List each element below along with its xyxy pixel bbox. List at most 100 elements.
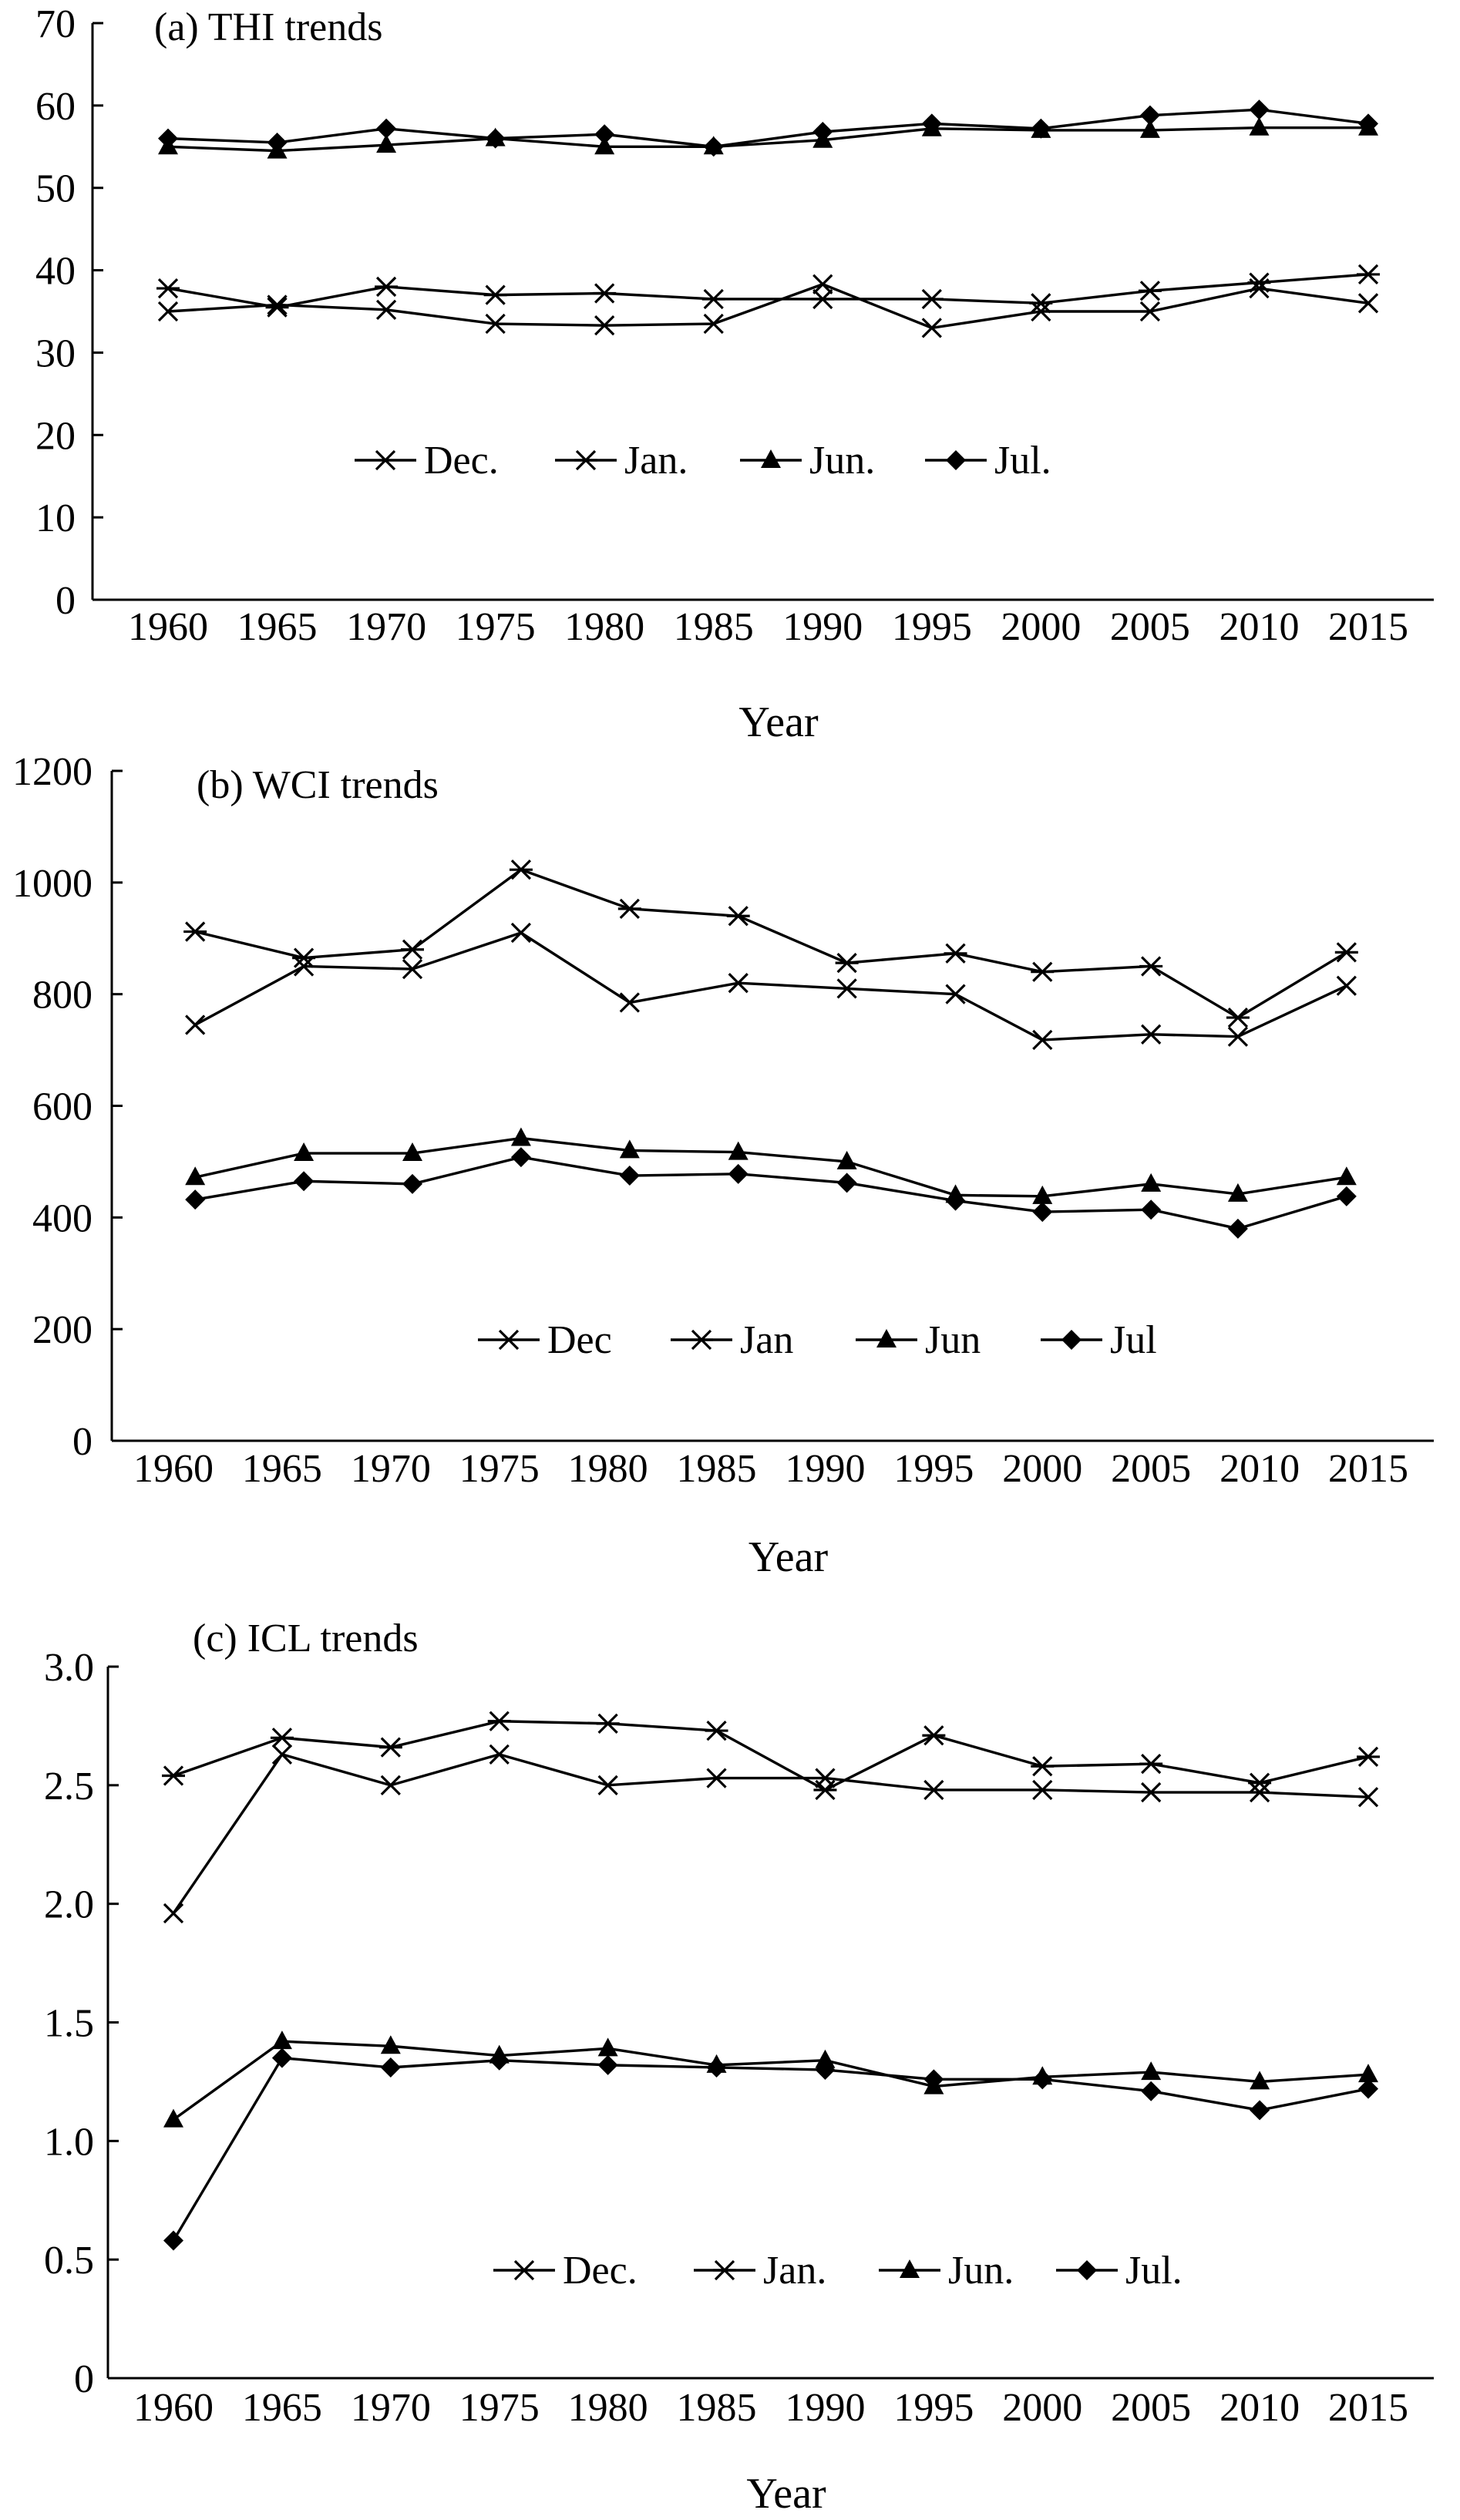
x-tick-label: 1960: [133, 2386, 214, 2430]
data-point: [836, 1173, 857, 1193]
data-point: [728, 973, 749, 994]
data-point: [1357, 264, 1380, 285]
data-point: [271, 1744, 293, 1765]
data-point: [485, 128, 506, 149]
x-tick-label: 2000: [1001, 605, 1081, 649]
legend-marker: [713, 2259, 736, 2281]
data-point: [376, 134, 397, 153]
data-point: [922, 1725, 946, 1746]
y-tick-label: 0: [74, 2357, 94, 2401]
x-tick-label: 2005: [1111, 1447, 1191, 1491]
series-line: [194, 931, 1347, 1041]
legend-marker: [375, 449, 396, 471]
data-point: [1226, 1007, 1250, 1028]
data-point: [510, 1127, 531, 1146]
legend-label: Jan: [740, 1318, 793, 1362]
data-point: [1139, 119, 1160, 138]
x-tick-label: 2010: [1219, 605, 1299, 649]
data-point: [485, 313, 506, 335]
data-point: [1141, 1781, 1162, 1803]
x-tick-label: 1990: [782, 605, 863, 649]
data-point: [597, 2037, 618, 2057]
data-point: [593, 283, 617, 304]
y-tick-label: 1200: [12, 750, 93, 794]
data-point: [1141, 1173, 1162, 1192]
data-point: [1250, 2071, 1270, 2090]
data-point: [594, 315, 615, 336]
legend-label: Jun.: [948, 2249, 1014, 2293]
legend-marker: [946, 450, 966, 470]
data-point: [267, 132, 288, 153]
x-tick-label: 1975: [459, 1447, 540, 1491]
legend-marker: [1061, 1330, 1082, 1350]
data-point: [728, 1163, 749, 1184]
data-point: [1031, 1756, 1055, 1777]
data-point: [1358, 113, 1378, 134]
x-tick-label: 1985: [677, 2386, 757, 2430]
data-point: [619, 992, 640, 1013]
x-tick-label: 2010: [1219, 2386, 1300, 2430]
x-tick-label: 1975: [456, 605, 536, 649]
y-tick-label: 0: [72, 1420, 93, 1464]
legend-marker: [900, 2259, 920, 2278]
data-point: [617, 898, 641, 920]
x-tick-label: 2000: [1002, 1447, 1082, 1491]
data-point: [1031, 301, 1051, 322]
data-point: [944, 943, 967, 964]
data-point: [489, 2050, 510, 2071]
y-tick-label: 20: [35, 414, 76, 458]
data-point: [1141, 1199, 1162, 1220]
legend-marker: [761, 449, 781, 468]
data-point: [815, 2049, 836, 2068]
data-point: [1336, 975, 1357, 996]
data-point: [183, 921, 207, 942]
data-point: [1357, 1787, 1379, 1808]
data-point: [509, 860, 533, 880]
y-tick-label: 1.5: [44, 2002, 94, 2046]
series-line: [167, 273, 1369, 309]
data-point: [1139, 105, 1160, 126]
data-point: [597, 1775, 618, 1795]
axes: 0 10 20 30 40 50 60 70 1960 1965 1970 1975 1980 1985 1…: [35, 2, 1434, 649]
data-point: [185, 1189, 206, 1210]
data-point: [376, 118, 397, 139]
series-line: [173, 1720, 1369, 1792]
y-tick-label: 60: [35, 85, 76, 129]
data-point: [487, 1711, 511, 1731]
data-point: [923, 2069, 944, 2090]
legend-label: Jan.: [624, 439, 688, 483]
data-point: [811, 288, 835, 310]
series-triangle: [158, 116, 1378, 159]
data-point: [185, 1014, 206, 1035]
data-point: [1032, 1185, 1053, 1204]
legend-label: Jul.: [994, 439, 1051, 483]
data-point: [1032, 1779, 1053, 1801]
x-tick-label: 1995: [893, 1447, 974, 1491]
data-point: [836, 1150, 857, 1169]
legend: Dec Jan Jun Jul: [478, 1318, 1157, 1362]
x-tick-label: 1980: [568, 1447, 648, 1491]
series-line: [167, 108, 1369, 148]
series-triangle: [163, 2030, 1378, 2128]
data-point: [294, 1171, 315, 1192]
x-tick-label: 1995: [892, 605, 972, 649]
data-point: [1032, 1029, 1053, 1051]
x-tick-label: 1965: [242, 2386, 322, 2430]
data-point: [812, 274, 833, 294]
series-line: [173, 2040, 1369, 2121]
chart-title: (a) THI trends: [154, 5, 383, 49]
data-point: [1250, 2100, 1270, 2121]
legend-item: Jul.: [1056, 2249, 1182, 2293]
legend-marker: [498, 1329, 520, 1351]
data-point: [163, 2230, 183, 2251]
y-tick-label: 1.0: [44, 2120, 94, 2164]
data-point: [921, 113, 942, 134]
legend-label: Dec: [547, 1318, 612, 1362]
series-line: [172, 1752, 1369, 1914]
series-x: [163, 1744, 1379, 1924]
data-point: [728, 1141, 749, 1160]
data-point: [1032, 1202, 1053, 1223]
data-point: [703, 313, 724, 335]
x-tick-label: 2015: [1328, 2386, 1408, 2430]
data-point: [594, 124, 615, 145]
